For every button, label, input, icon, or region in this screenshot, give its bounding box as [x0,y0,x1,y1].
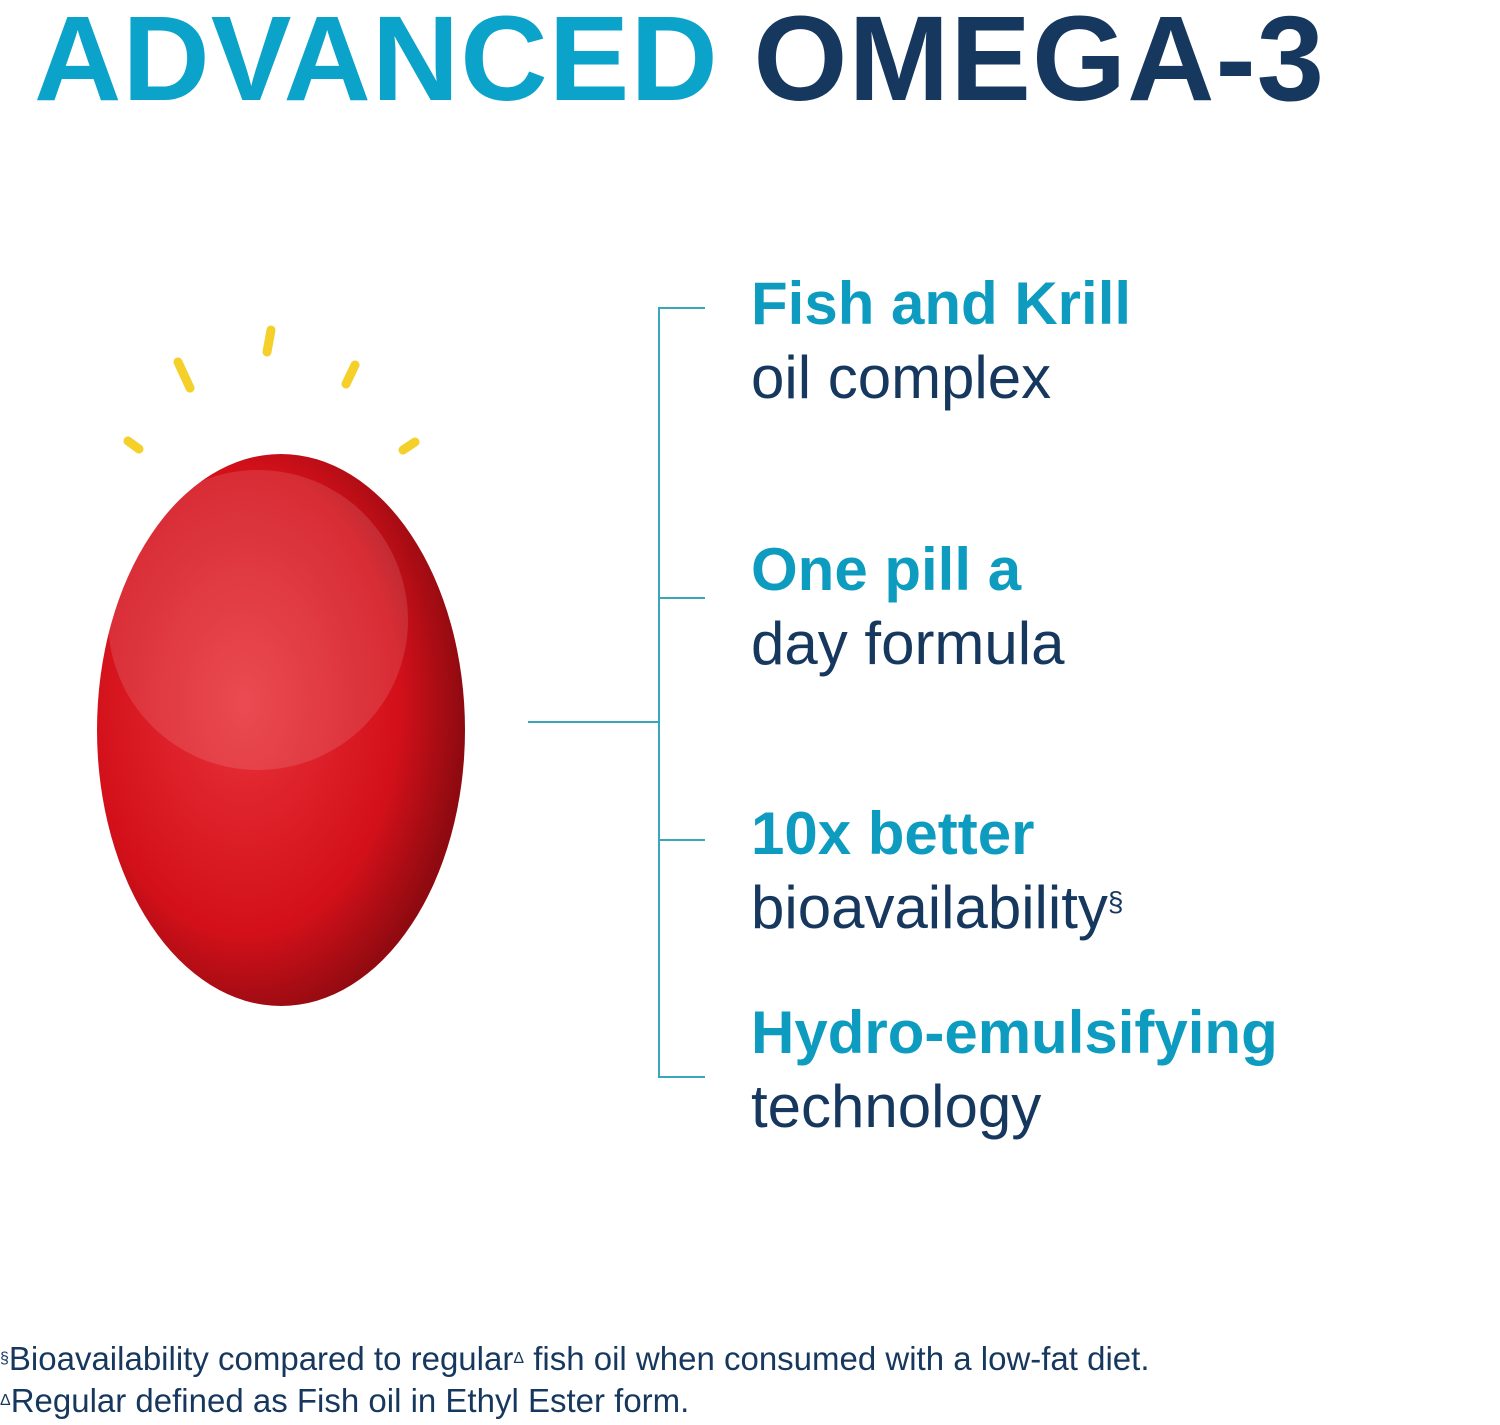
footnote-mark: § [0,1350,9,1367]
bracket-connector [528,721,659,723]
footnote-1: §Bioavailability compared to regularΔ fi… [0,1338,1150,1380]
footnotes: §Bioavailability compared to regularΔ fi… [0,1338,1150,1422]
footnote-text: Regular defined as Fish oil in Ethyl Est… [10,1382,690,1419]
feature-hydro-emulsifying: Hydro-emulsifying technology [751,996,1278,1144]
feature-bioavailability: 10x better bioavailability§ [751,797,1123,945]
page-title: ADVANCED OMEGA-3 [34,0,1325,128]
footnote-2: ΔRegular defined as Fish oil in Ethyl Es… [0,1380,1150,1422]
softgel-pill [97,454,465,1006]
bracket-vertical [658,307,660,1078]
feature-heading: Fish and Krill [751,270,1132,337]
feature-subtext: day formula [751,610,1065,677]
title-omega3: OMEGA-3 [753,0,1326,126]
feature-subtext: oil complex [751,344,1052,411]
feature-subtext: technology [751,1073,1042,1140]
softgel-pill-illustration [97,325,465,1006]
bracket-tick [659,307,705,309]
feature-heading: Hydro-emulsifying [751,999,1278,1066]
title-advanced: ADVANCED [34,0,719,126]
footnote-mark: Δ [513,1350,525,1367]
feature-heading: One pill a [751,536,1022,603]
feature-heading: 10x better [751,800,1035,867]
footnote-mark: § [1107,886,1124,917]
bracket-tick [659,1076,705,1078]
footnote-mark: Δ [0,1392,11,1409]
footnote-text: fish oil when consumed with a low-fat di… [524,1340,1150,1377]
feature-one-pill: One pill a day formula [751,533,1064,681]
bracket-tick [659,597,705,599]
feature-fish-krill: Fish and Krill oil complex [751,267,1131,415]
feature-subtext: bioavailability [751,874,1108,941]
sparkle-rays-icon [123,325,420,455]
bracket-tick [659,839,705,841]
footnote-text: Bioavailability compared to regular [8,1340,514,1377]
